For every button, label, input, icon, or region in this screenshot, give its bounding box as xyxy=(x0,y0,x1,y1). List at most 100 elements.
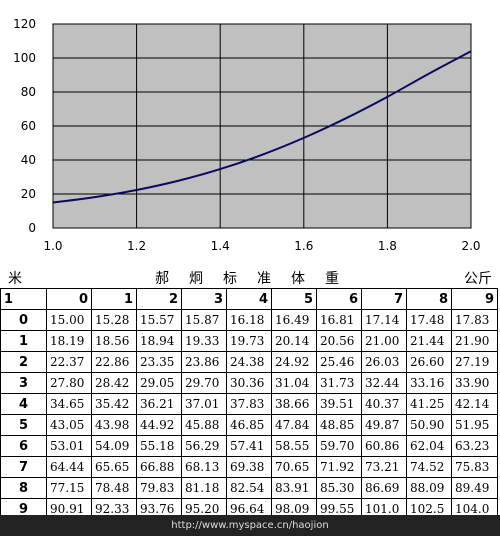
weight-cell: 22.86 xyxy=(91,351,137,373)
weight-cell: 39.51 xyxy=(316,393,362,415)
column-header: 0 xyxy=(46,288,92,310)
weight-cell: 16.49 xyxy=(271,309,317,331)
weight-cell: 33.90 xyxy=(451,372,498,394)
weight-cell: 93.76 xyxy=(136,498,182,520)
weight-cell: 37.83 xyxy=(226,393,272,415)
weight-cell: 15.57 xyxy=(136,309,182,331)
weight-cell: 86.69 xyxy=(361,477,407,499)
table-row: 2 22.37 22.86 23.35 23.86 24.38 24.92 25.46 26.0… xyxy=(0,351,498,373)
weight-cell: 41.25 xyxy=(406,393,452,415)
weight-cell: 32.44 xyxy=(361,372,407,394)
table-title: 郝炯标准体重 xyxy=(155,271,359,287)
row-header: 1 xyxy=(0,330,47,352)
weight-cell: 31.73 xyxy=(316,372,362,394)
weight-cell: 54.09 xyxy=(91,435,137,457)
table-corner-cell: 1 xyxy=(0,288,47,310)
weight-cell: 73.21 xyxy=(361,456,407,478)
weight-cell: 26.03 xyxy=(361,351,407,373)
weight-cell: 26.60 xyxy=(406,351,452,373)
weight-cell: 17.48 xyxy=(406,309,452,331)
weight-cell: 21.90 xyxy=(451,330,498,352)
weight-cell: 29.05 xyxy=(136,372,182,394)
watermark-url: http://www.myspace.cn/haojion xyxy=(171,520,329,531)
weight-cell: 49.87 xyxy=(361,414,407,436)
weight-cell: 69.38 xyxy=(226,456,272,478)
weight-cell: 43.05 xyxy=(46,414,92,436)
y-tick-label: 100 xyxy=(13,51,36,65)
weight-cell: 24.38 xyxy=(226,351,272,373)
weight-cell: 101.0 xyxy=(361,498,407,520)
weight-cell: 56.29 xyxy=(181,435,227,457)
weight-unit-label: 公斤 xyxy=(464,271,492,287)
weight-cell: 47.84 xyxy=(271,414,317,436)
weight-cell: 19.73 xyxy=(226,330,272,352)
column-header: 5 xyxy=(271,288,317,310)
weight-cell: 55.18 xyxy=(136,435,182,457)
row-header: 5 xyxy=(0,414,47,436)
weight-cell: 17.83 xyxy=(451,309,498,331)
weight-cell: 53.01 xyxy=(46,435,92,457)
x-tick-label: 1.0 xyxy=(43,239,62,253)
weight-cell: 79.83 xyxy=(136,477,182,499)
table-row: 4 34.65 35.42 36.21 37.01 37.83 38.66 39.51 40.3… xyxy=(0,393,498,415)
x-tick-label: 2.0 xyxy=(461,239,480,253)
weight-cell: 77.15 xyxy=(46,477,92,499)
table-row: 1 18.19 18.56 18.94 19.33 19.73 20.14 20.56 21.0… xyxy=(0,330,498,352)
weight-cell: 75.83 xyxy=(451,456,498,478)
y-tick-label: 80 xyxy=(21,85,36,99)
weight-cell: 85.30 xyxy=(316,477,362,499)
weight-cell: 62.04 xyxy=(406,435,452,457)
y-axis: 0 20 40 60 80 100 120 xyxy=(13,17,36,235)
weight-cell: 82.54 xyxy=(226,477,272,499)
weight-cell: 51.95 xyxy=(451,414,498,436)
y-tick-label: 20 xyxy=(21,187,36,201)
row-header: 2 xyxy=(0,351,47,373)
weight-cell: 15.87 xyxy=(181,309,227,331)
weight-cell: 22.37 xyxy=(46,351,92,373)
column-header: 4 xyxy=(226,288,272,310)
table-row: 9 90.91 92.33 93.76 95.20 96.64 98.09 99.55 101.… xyxy=(0,498,498,520)
weight-cell: 78.48 xyxy=(91,477,137,499)
height-unit-label: 米 xyxy=(8,271,22,287)
x-axis: 1.0 1.2 1.4 1.6 1.8 2.0 xyxy=(43,239,480,253)
weight-cell: 20.14 xyxy=(271,330,317,352)
column-header: 7 xyxy=(361,288,407,310)
weight-cell: 34.65 xyxy=(46,393,92,415)
weight-cell: 43.98 xyxy=(91,414,137,436)
watermark-bar: http://www.myspace.cn/haojion xyxy=(0,515,500,536)
weight-cell: 46.85 xyxy=(226,414,272,436)
x-tick-label: 1.6 xyxy=(294,239,313,253)
weight-cell: 37.01 xyxy=(181,393,227,415)
x-tick-label: 1.8 xyxy=(378,239,397,253)
weight-cell: 23.86 xyxy=(181,351,227,373)
weight-cell: 19.33 xyxy=(181,330,227,352)
column-header: 2 xyxy=(136,288,182,310)
weight-cell: 15.28 xyxy=(91,309,137,331)
weight-cell: 59.70 xyxy=(316,435,362,457)
x-tick-label: 1.4 xyxy=(211,239,230,253)
weight-cell: 23.35 xyxy=(136,351,182,373)
weight-cell: 42.14 xyxy=(451,393,498,415)
row-header: 7 xyxy=(0,456,47,478)
table-row: 0 15.00 15.28 15.57 15.87 16.18 16.49 16.81 17.1… xyxy=(0,309,498,331)
column-header: 9 xyxy=(451,288,498,310)
column-header: 1 xyxy=(91,288,137,310)
row-header: 0 xyxy=(0,309,47,331)
weight-cell: 71.92 xyxy=(316,456,362,478)
y-tick-label: 120 xyxy=(13,17,36,31)
weight-cell: 83.91 xyxy=(271,477,317,499)
weight-cell: 50.90 xyxy=(406,414,452,436)
weight-cell: 88.09 xyxy=(406,477,452,499)
column-header: 8 xyxy=(406,288,452,310)
weight-cell: 17.14 xyxy=(361,309,407,331)
weight-cell: 74.52 xyxy=(406,456,452,478)
weight-cell: 60.86 xyxy=(361,435,407,457)
x-tick-label: 1.2 xyxy=(127,239,146,253)
weight-cell: 44.92 xyxy=(136,414,182,436)
weight-cell: 27.80 xyxy=(46,372,92,394)
weight-cell: 33.16 xyxy=(406,372,452,394)
row-header: 4 xyxy=(0,393,47,415)
weight-cell: 40.37 xyxy=(361,393,407,415)
table-row: 7 64.44 65.65 66.88 68.13 69.38 70.65 71.92 73.2… xyxy=(0,456,498,478)
